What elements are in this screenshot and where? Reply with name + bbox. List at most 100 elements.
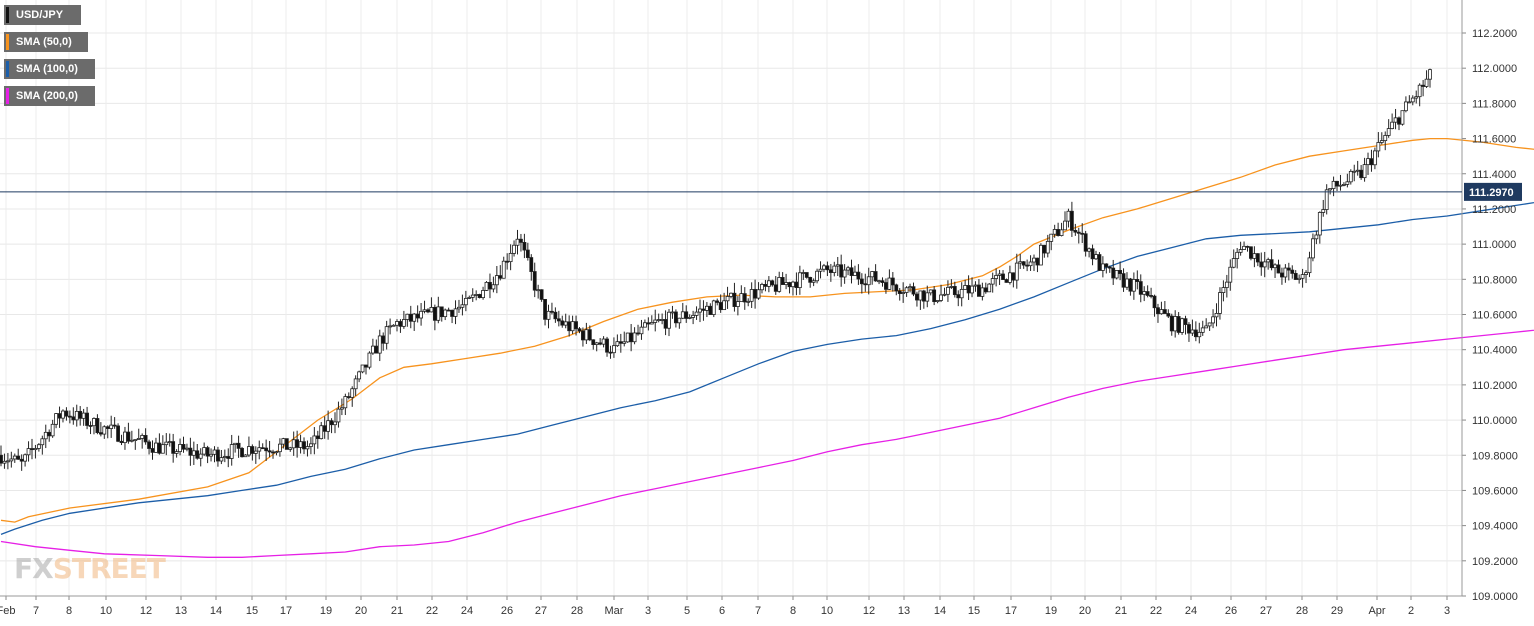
- candle-body: [515, 238, 520, 246]
- candle-body: [346, 396, 351, 398]
- candle-body: [1073, 229, 1078, 233]
- x-tick-label: 10: [100, 605, 112, 617]
- candle-body: [1045, 240, 1050, 254]
- candle-body: [649, 322, 654, 325]
- candle-body: [625, 332, 630, 343]
- candle-body: [1300, 274, 1305, 279]
- candle-body: [322, 425, 327, 432]
- candle-body: [1224, 281, 1229, 288]
- candle-body: [1245, 245, 1250, 248]
- x-tick-label: 28: [1296, 605, 1308, 617]
- legend-sma-200[interactable]: SMA (200,0): [4, 86, 95, 106]
- candle-body: [1176, 316, 1181, 333]
- x-tick-label: 3: [1444, 605, 1450, 617]
- candle-body: [1407, 101, 1412, 104]
- candle-body: [491, 284, 496, 290]
- legend-usdjpy[interactable]: USD/JPY: [4, 5, 81, 25]
- candle-body: [1200, 327, 1205, 333]
- legend-label: SMA (100,0): [16, 63, 78, 75]
- candle-body: [911, 286, 916, 295]
- candle-body: [1042, 244, 1047, 254]
- candle-body: [343, 396, 348, 409]
- candle-body: [501, 260, 506, 279]
- candle-body: [701, 308, 706, 311]
- candle-body: [942, 293, 947, 296]
- candle-body: [646, 322, 651, 325]
- candle-body: [1355, 169, 1360, 172]
- candle-body: [529, 257, 534, 272]
- sma-200-series: [0, 329, 1534, 558]
- candle-body: [608, 351, 613, 354]
- candle-body: [1221, 287, 1226, 293]
- candle-body: [81, 412, 86, 419]
- candle-body: [670, 311, 675, 314]
- candle-body: [1238, 249, 1243, 253]
- candle-body: [264, 447, 269, 452]
- candle-body: [1087, 248, 1092, 252]
- candle-body: [295, 439, 300, 448]
- candle-body: [739, 293, 744, 303]
- candle-body: [1314, 234, 1319, 240]
- candle-body: [271, 451, 275, 454]
- candle-body: [247, 446, 251, 456]
- candle-body: [150, 448, 155, 453]
- candle-body: [157, 442, 162, 454]
- candle-body: [1262, 261, 1267, 268]
- candle-body: [1114, 270, 1119, 279]
- candle-body: [484, 281, 489, 291]
- candle-body: [1038, 244, 1043, 266]
- legend-sma-100[interactable]: SMA (100,0): [4, 59, 95, 79]
- legend-label: SMA (200,0): [16, 90, 78, 102]
- candle-body: [1142, 291, 1147, 295]
- x-tick-label: Mar: [605, 605, 624, 617]
- candle-body: [364, 364, 368, 368]
- candle-body: [1080, 232, 1085, 235]
- x-tick-label: 17: [1005, 605, 1017, 617]
- candle-body: [1001, 273, 1005, 280]
- candle-body: [370, 345, 375, 354]
- x-tick-label: 28: [571, 605, 583, 617]
- candle-body: [915, 293, 919, 301]
- x-tick-label: 7: [33, 605, 39, 617]
- candle-body: [78, 410, 83, 419]
- candle-body: [1138, 281, 1143, 295]
- candle-body: [1362, 164, 1367, 179]
- candle-body: [250, 446, 255, 454]
- candle-body: [880, 280, 885, 283]
- candle-body: [587, 329, 592, 341]
- candle-body: [143, 435, 148, 443]
- candle-body: [818, 268, 823, 272]
- candle-body: [1166, 313, 1171, 317]
- candle-body: [1111, 267, 1116, 279]
- x-tick-label: Feb: [0, 605, 15, 617]
- candle-body: [1097, 254, 1102, 271]
- candle-body: [95, 418, 100, 434]
- legend-swatch: [6, 61, 9, 77]
- x-tick-label: 12: [863, 605, 875, 617]
- candle-body: [522, 242, 527, 251]
- candle-body: [1383, 135, 1388, 142]
- candle-body: [1373, 150, 1377, 166]
- current-price-label: 111.2970: [1469, 187, 1514, 199]
- candle-body: [109, 424, 114, 429]
- candle-body: [236, 442, 241, 449]
- candle-body: [970, 285, 974, 294]
- candle-body: [1366, 158, 1370, 166]
- y-tick-label: 111.6000: [1472, 134, 1516, 146]
- candle-body: [663, 319, 668, 329]
- candle-body: [1049, 233, 1054, 242]
- candle-body: [1069, 210, 1074, 231]
- candle-body: [1025, 264, 1030, 267]
- candle-body: [512, 244, 516, 254]
- candle-body: [1169, 315, 1174, 332]
- x-tick-label: 24: [461, 605, 473, 617]
- legend-sma-50[interactable]: SMA (50,0): [4, 32, 88, 52]
- candle-body: [140, 435, 145, 439]
- candle-body: [1331, 180, 1336, 189]
- candle-body: [446, 309, 451, 312]
- candle-body: [329, 420, 334, 426]
- candle-body: [202, 447, 207, 455]
- candle-body: [401, 319, 406, 327]
